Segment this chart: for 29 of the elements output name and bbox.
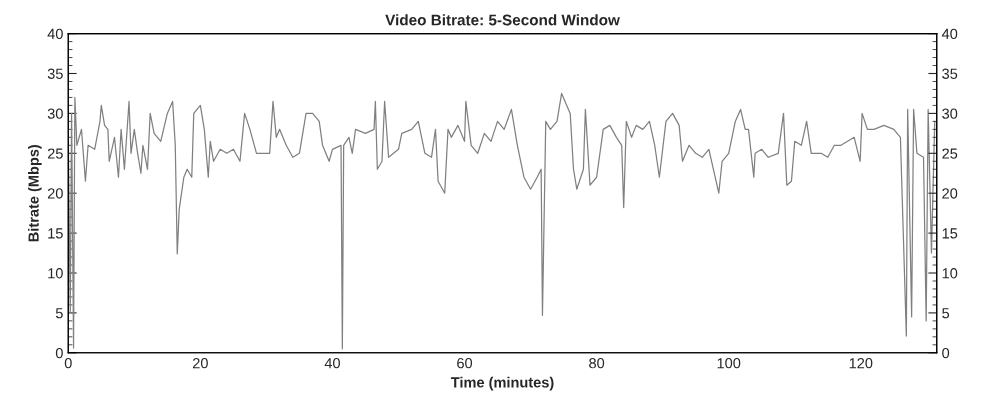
y-tick-label: 15 (48, 228, 63, 239)
y2-tick-label: 20 (942, 188, 958, 199)
y-tick-label: 30 (47, 108, 63, 119)
y2-tick-label: 10 (942, 268, 958, 279)
x-tick-label: 20 (192, 358, 208, 369)
y2-tick-label: 0 (942, 347, 950, 359)
y2-tick-label: 30 (942, 108, 958, 119)
y-tick-label: 5 (55, 308, 63, 319)
x-axis-title: Time (minutes) (450, 376, 554, 391)
y-tick-label: 40 (47, 28, 63, 40)
chart-title: Video Bitrate: 5-Second Window (385, 14, 620, 26)
y-tick-label: 25 (47, 148, 63, 159)
y2-tick-label: 15 (942, 228, 958, 239)
x-tick-label: 120 (849, 358, 873, 369)
y-tick-label: 35 (47, 68, 63, 79)
y-tick-label: 10 (48, 268, 63, 279)
y-axis-title: Bitrate (Mbps) (28, 144, 42, 242)
y2-tick-label: 40 (941, 28, 958, 40)
y2-tick-label: 35 (942, 68, 958, 79)
x-tick-label: 80 (589, 358, 605, 369)
x-tick-label: 0 (64, 358, 72, 369)
x-tick-label: 100 (717, 358, 741, 369)
y-tick-label: 0 (55, 347, 63, 359)
y2-tick-label: 5 (942, 308, 950, 319)
y2-tick-label: 25 (942, 148, 958, 159)
x-tick-label: 40 (324, 358, 340, 369)
y-tick-label: 20 (47, 188, 63, 199)
line-series (68, 92, 936, 350)
x-tick-label: 60 (457, 358, 473, 369)
